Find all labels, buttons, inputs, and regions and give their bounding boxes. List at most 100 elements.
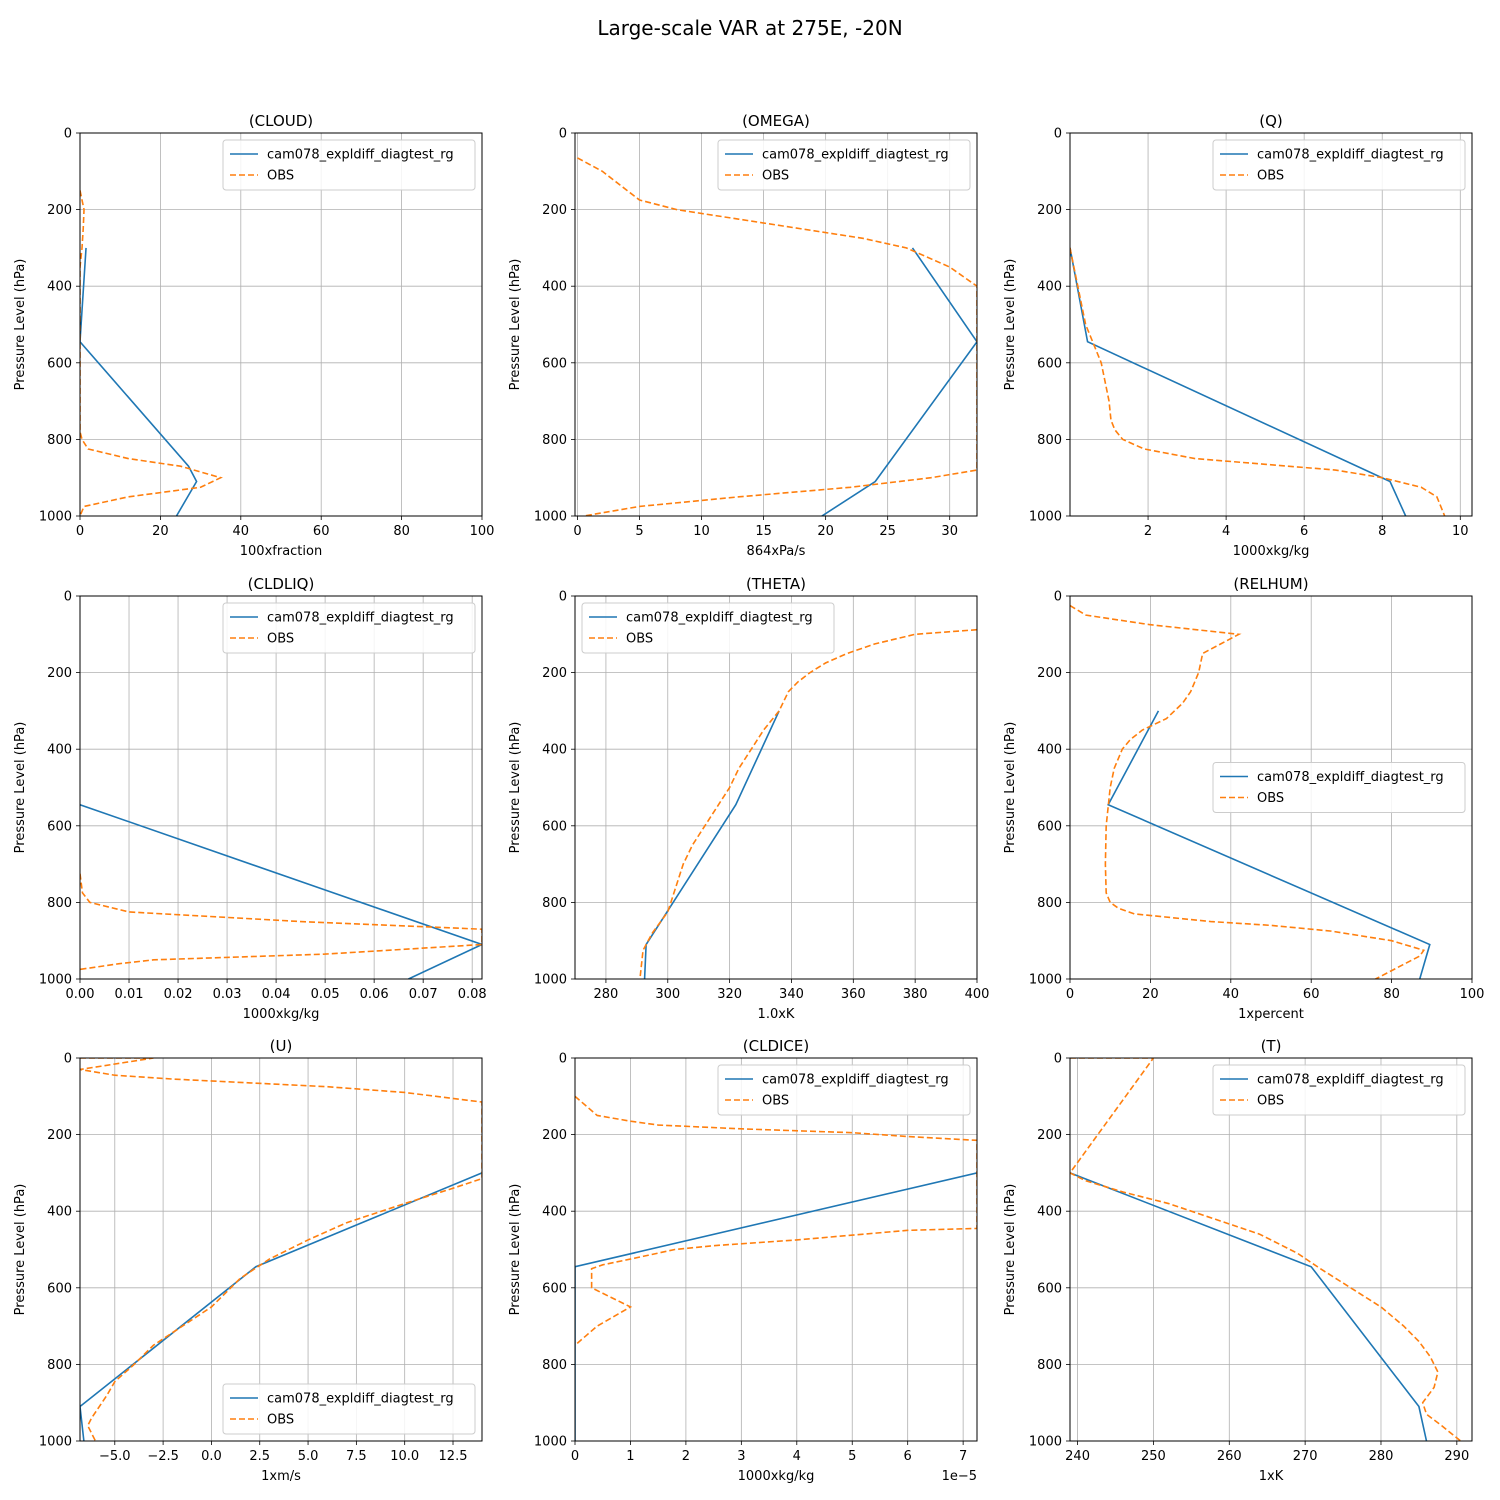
- y-tick-label: 1000: [534, 1435, 567, 1450]
- y-tick-label: 0: [559, 1052, 567, 1067]
- y-tick-label: 1000: [39, 973, 72, 988]
- x-tick-label: 360: [841, 987, 866, 1002]
- x-tick-label: 5: [635, 524, 643, 539]
- y-tick-label: 800: [47, 896, 72, 911]
- legend: cam078_expldiff_diagtest_rg OBS: [581, 602, 835, 654]
- axes-frame: [574, 1057, 978, 1442]
- x-tick-label: −2.5: [147, 1449, 179, 1464]
- series-line-obs: [1070, 247, 1446, 516]
- x-tick-label: 4: [793, 1449, 801, 1464]
- y-axis-label: Pressure Level (hPa): [508, 259, 523, 391]
- x-tick-label: 400: [965, 987, 990, 1002]
- y-tick-label: 200: [47, 1128, 72, 1143]
- x-tick-label: 40: [1223, 987, 1240, 1002]
- x-tick-label: 30: [941, 524, 958, 539]
- subplot-omega: 0 5 10 15 20 25 30 0 200 400 600 800 1000 864xPa/s Pre…: [508, 112, 978, 559]
- y-tick-label: 800: [1037, 433, 1062, 448]
- legend: cam078_expldiff_diagtest_rg OBS: [1212, 139, 1466, 191]
- x-axis-label: 1000xkg/kg: [738, 1469, 815, 1484]
- x-axis-label: 1000xkg/kg: [1233, 544, 1310, 559]
- y-tick-label: 600: [1037, 1281, 1062, 1296]
- y-tick-label: 1000: [39, 1435, 72, 1450]
- y-tick-label: 200: [1037, 1128, 1062, 1143]
- x-tick-label: 280: [1369, 1449, 1394, 1464]
- legend-label: cam078_expldiff_diagtest_rg: [1257, 1073, 1444, 1088]
- y-axis-label: Pressure Level (hPa): [13, 259, 28, 391]
- x-tick-label: 340: [779, 987, 804, 1002]
- legend: cam078_expldiff_diagtest_rg OBS: [222, 139, 476, 191]
- x-tick-label: 5.0: [298, 1449, 319, 1464]
- series-line-obs: [639, 628, 977, 979]
- x-tick-label: 280: [594, 987, 619, 1002]
- y-axis-label: Pressure Level (hPa): [508, 1184, 523, 1316]
- x-tick-label: 380: [903, 987, 928, 1002]
- y-tick-label: 800: [1037, 896, 1062, 911]
- series-line-model: [643, 710, 780, 979]
- x-offset-label: 1e−5: [942, 1469, 977, 1484]
- legend-label: cam078_expldiff_diagtest_rg: [267, 1392, 454, 1407]
- legend-box: [717, 139, 971, 191]
- x-tick-label: 290: [1444, 1449, 1469, 1464]
- axes-frame: [1069, 595, 1473, 980]
- x-tick-label: 2: [1144, 524, 1152, 539]
- legend-box: [1212, 1064, 1466, 1116]
- legend-label: cam078_expldiff_diagtest_rg: [762, 1073, 949, 1088]
- y-tick-label: 800: [1037, 1358, 1062, 1373]
- legend-box: [1212, 139, 1466, 191]
- x-tick-label: 15: [755, 524, 772, 539]
- legend-label: OBS: [762, 169, 789, 184]
- series-line-model: [821, 247, 977, 516]
- series-line-model: [80, 803, 482, 979]
- x-axis-label: 1xpercent: [1238, 1007, 1304, 1022]
- series-line-model: [80, 1172, 482, 1441]
- figure-title: Large-scale VAR at 275E, -20N: [597, 16, 903, 40]
- x-tick-label: 0.0: [201, 1449, 222, 1464]
- y-tick-label: 600: [542, 819, 567, 834]
- x-tick-label: 60: [313, 524, 330, 539]
- legend-box: [222, 139, 476, 191]
- legend: cam078_expldiff_diagtest_rg OBS: [1212, 762, 1466, 813]
- legend-label: OBS: [267, 1413, 294, 1428]
- y-tick-label: 1000: [534, 973, 567, 988]
- x-tick-label: 7.5: [346, 1449, 367, 1464]
- x-axis-label: 1xm/s: [261, 1469, 301, 1484]
- subplot-theta: 280 300 320 340 360 380 400 0 200 400 600 800 1000 1.…: [508, 575, 989, 1022]
- y-axis-label: Pressure Level (hPa): [1003, 259, 1018, 391]
- axes-frame: [574, 132, 978, 517]
- subplot-title: (CLDLIQ): [248, 575, 315, 593]
- series-line-model: [1107, 710, 1431, 979]
- subplot-cldice: 0 1 2 3 4 5 6 7 0 200 400 600 800 1000 1000xkg/kg Press…: [508, 1037, 978, 1484]
- series-line-obs: [80, 1058, 482, 1441]
- x-axis-label: 1xK: [1259, 1469, 1284, 1484]
- x-tick-label: 0.04: [262, 987, 291, 1002]
- y-tick-label: 200: [47, 203, 72, 218]
- y-tick-label: 200: [542, 666, 567, 681]
- y-tick-label: 1000: [1029, 973, 1062, 988]
- legend-label: OBS: [1257, 791, 1284, 806]
- axes-frame: [79, 1057, 483, 1442]
- legend-box: [581, 602, 835, 654]
- x-tick-label: 10: [1452, 524, 1469, 539]
- y-tick-label: 800: [542, 1358, 567, 1373]
- axes-frame: [1069, 1057, 1473, 1442]
- y-tick-label: 0: [559, 127, 567, 142]
- y-tick-label: 0: [64, 127, 72, 142]
- x-tick-label: 80: [393, 524, 410, 539]
- x-tick-label: 20: [817, 524, 834, 539]
- axes-frame: [574, 595, 978, 980]
- y-tick-label: 1000: [534, 510, 567, 525]
- y-axis-label: Pressure Level (hPa): [13, 1184, 28, 1316]
- y-tick-label: 200: [47, 666, 72, 681]
- series-line-obs: [575, 1095, 977, 1346]
- x-tick-label: 40: [233, 524, 250, 539]
- legend-label: cam078_expldiff_diagtest_rg: [267, 148, 454, 163]
- subplot-title: (U): [270, 1037, 293, 1055]
- subplot-relhum: 0 20 40 60 80 100020040060080010001xpercentPr…: [1003, 575, 1484, 1022]
- y-tick-label: 0: [1054, 1052, 1062, 1067]
- series-line-obs: [80, 190, 223, 516]
- y-tick-label: 400: [1037, 280, 1062, 295]
- y-tick-label: 400: [542, 743, 567, 758]
- axes-frame: [79, 595, 483, 980]
- y-tick-label: 400: [1037, 1205, 1062, 1220]
- subplot-title: (RELHUM): [1233, 575, 1308, 593]
